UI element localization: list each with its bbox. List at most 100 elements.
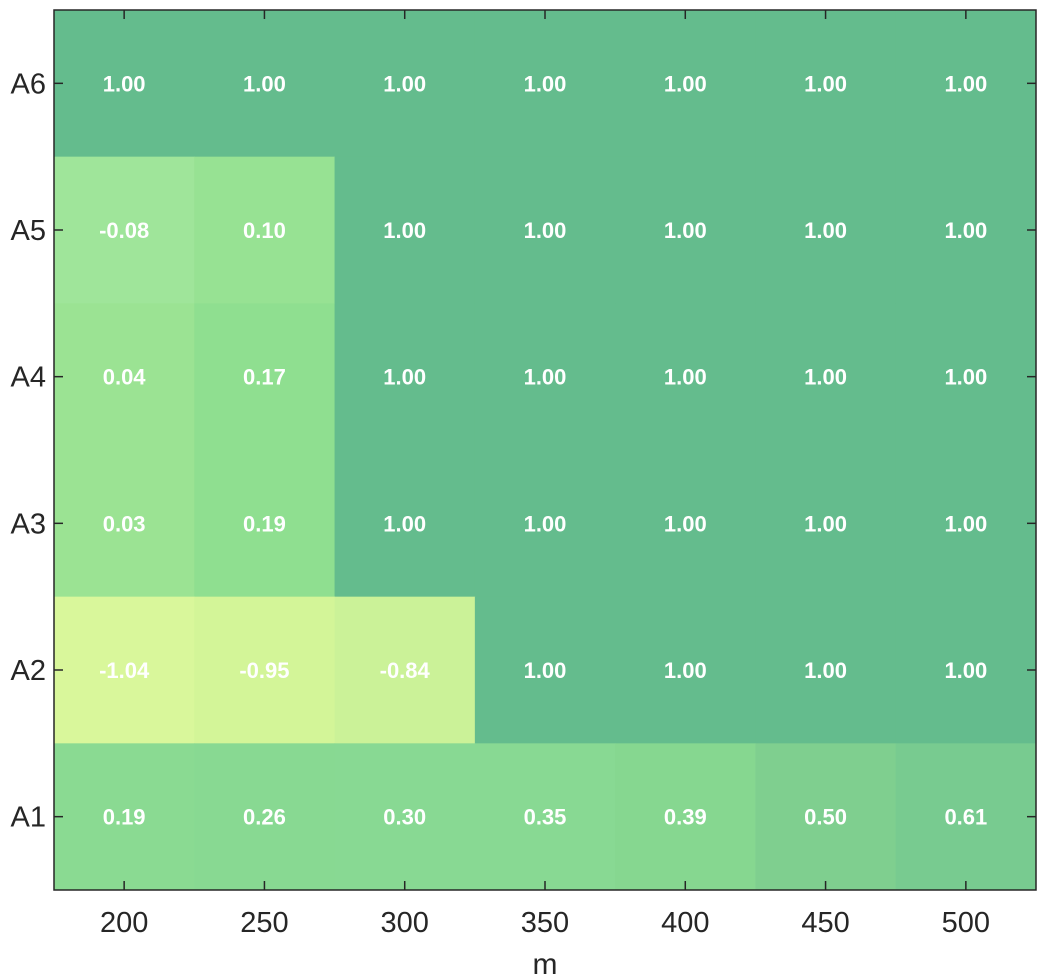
heatmap-cell (334, 156, 476, 304)
heatmap-cell (474, 743, 616, 891)
x-axis-label: m (533, 948, 558, 980)
heatmap-cell (54, 10, 195, 158)
heatmap-cell (194, 156, 336, 304)
cell-value-label: 0.50 (804, 805, 847, 830)
cell-value-label: 1.00 (804, 71, 847, 96)
heatmap-cell (474, 156, 616, 304)
cell-value-label: 1.00 (944, 658, 987, 683)
cell-value-label: 0.61 (944, 805, 987, 830)
cell-value-label: 1.00 (944, 71, 987, 96)
heatmap-cell (895, 450, 1037, 598)
heatmap-cell (755, 450, 897, 598)
x-tick-label: 200 (100, 907, 148, 939)
heatmap-cell (755, 10, 897, 158)
cell-value-label: 1.00 (664, 658, 707, 683)
y-tick-label: A2 (11, 655, 46, 687)
heatmap-cell (334, 743, 476, 891)
y-tick-label: A3 (11, 508, 46, 540)
heatmap-cell (334, 450, 476, 598)
cell-value-label: 1.00 (383, 218, 426, 243)
cell-value-label: 1.00 (804, 365, 847, 390)
x-tick-label: 500 (942, 907, 990, 939)
cell-value-label: 1.00 (664, 365, 707, 390)
cell-value-label: 1.00 (383, 365, 426, 390)
heatmap-cell (194, 743, 336, 891)
cell-value-label: 0.17 (243, 365, 286, 390)
cell-value-label: 1.00 (524, 365, 567, 390)
cell-value-label: 1.00 (383, 71, 426, 96)
x-tick-label: 250 (240, 907, 288, 939)
cell-value-label: 1.00 (804, 511, 847, 536)
cell-value-label: 1.00 (524, 218, 567, 243)
cell-value-label: 1.00 (944, 365, 987, 390)
heatmap-cells (54, 10, 1037, 891)
cell-value-label: -0.95 (239, 658, 289, 683)
cell-value-label: 1.00 (944, 218, 987, 243)
cell-value-label: 0.19 (103, 805, 146, 830)
y-tick-label: A1 (11, 802, 46, 834)
heatmap-cell (54, 450, 195, 598)
heatmap-cell (334, 10, 476, 158)
heatmap-cell (755, 156, 897, 304)
heatmap-cell (895, 303, 1037, 451)
cell-value-label: -0.84 (380, 658, 431, 683)
cell-value-label: 1.00 (664, 218, 707, 243)
heatmap-cell (615, 10, 756, 158)
heatmap-cell (194, 596, 336, 744)
cell-value-label: 1.00 (243, 71, 286, 96)
heatmap-cell (755, 303, 897, 451)
heatmap-cell (54, 743, 195, 891)
heatmap-cell (615, 596, 756, 744)
cell-value-label: 1.00 (524, 658, 567, 683)
cell-value-label: 0.04 (103, 365, 147, 390)
cell-value-label: 1.00 (383, 511, 426, 536)
cell-value-label: 0.19 (243, 511, 286, 536)
heatmap-cell (755, 596, 897, 744)
heatmap-cell (54, 156, 195, 304)
heatmap-cell (474, 450, 616, 598)
y-tick-label: A6 (11, 68, 46, 100)
heatmap-cell (755, 743, 897, 891)
cell-value-label: 1.00 (664, 511, 707, 536)
cell-value-label: 1.00 (664, 71, 707, 96)
heatmap-cell (54, 303, 195, 451)
y-tick-label: A4 (11, 362, 46, 394)
heatmap-cell (615, 743, 756, 891)
cell-value-label: 0.30 (383, 805, 426, 830)
cell-value-label: 0.26 (243, 805, 286, 830)
x-tick-label: 350 (521, 907, 569, 939)
cell-value-label: -1.04 (99, 658, 150, 683)
x-tick-label: 450 (801, 907, 849, 939)
y-tick-labels: A6 A5 A4 A3 A2 A1 (11, 68, 46, 833)
cell-value-label: 1.00 (944, 511, 987, 536)
heatmap-cell (194, 10, 336, 158)
heatmap-cell (615, 303, 756, 451)
x-tick-label: 400 (661, 907, 709, 939)
heatmap-cell (895, 743, 1037, 891)
heatmap-cell (194, 450, 336, 598)
axis-ticks (54, 10, 1036, 890)
heatmap-cell (474, 303, 616, 451)
heatmap-cell (615, 156, 756, 304)
cell-value-label: 1.00 (524, 71, 567, 96)
heatmap-cell (334, 596, 476, 744)
y-tick-label: A5 (11, 215, 46, 247)
cell-value-label: 1.00 (804, 218, 847, 243)
cell-value-labels: 1.00 1.00 1.00 1.00 1.00 1.00 1.00 -0.08 0.10 1.0… (99, 71, 987, 829)
heatmap-cell (615, 450, 756, 598)
cell-value-label: 1.00 (524, 511, 567, 536)
heatmap-cell (474, 596, 616, 744)
cell-value-label: 0.39 (664, 805, 707, 830)
heatmap-cell (895, 596, 1037, 744)
cell-value-label: 1.00 (804, 658, 847, 683)
cell-value-label: 0.35 (524, 805, 567, 830)
cell-value-label: 0.10 (243, 218, 286, 243)
heatmap-cell (334, 303, 476, 451)
x-tick-labels: 200 250 300 350 400 450 500 (100, 907, 990, 939)
heatmap-cell (474, 10, 616, 158)
cell-value-label: -0.08 (99, 218, 149, 243)
x-tick-label: 300 (381, 907, 429, 939)
heatmap-cell (194, 303, 336, 451)
heatmap-cell (54, 596, 195, 744)
